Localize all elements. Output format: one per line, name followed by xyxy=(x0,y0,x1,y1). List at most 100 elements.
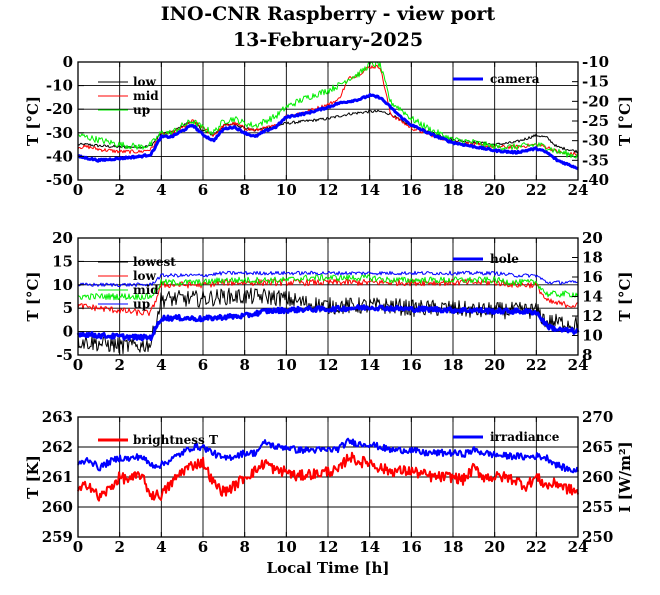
y-right-tick-label: 18 xyxy=(582,249,603,267)
x-tick-label: 20 xyxy=(484,356,505,374)
x-tick-label: 22 xyxy=(526,538,547,556)
x-tick-label: 14 xyxy=(359,538,380,556)
legend-label: mid xyxy=(133,89,159,103)
x-tick-label: 0 xyxy=(73,181,83,199)
y-axis-label-right: T [°C] xyxy=(616,96,634,146)
y-tick-label: 15 xyxy=(52,252,73,270)
legend-label: irradiance xyxy=(490,430,560,444)
series-line-up xyxy=(77,61,579,159)
legend-label: up xyxy=(133,103,150,117)
chart-title: INO-CNR Raspberry - view port xyxy=(161,3,496,25)
y-tick-label: 263 xyxy=(42,408,73,426)
y-right-tick-label: 255 xyxy=(582,498,613,516)
legend-label: lowest xyxy=(133,255,176,269)
x-tick-label: 2 xyxy=(114,538,124,556)
y-axis-label: T [°C] xyxy=(24,96,42,146)
y-tick-label: -40 xyxy=(46,147,73,165)
y-right-tick-label: 8 xyxy=(582,346,592,364)
y-right-tick-label: -30 xyxy=(582,132,609,150)
x-tick-label: 10 xyxy=(276,538,297,556)
x-tick-label: 24 xyxy=(568,538,589,556)
x-tick-label: 14 xyxy=(359,356,380,374)
y-axis-label-right: I [W/m²] xyxy=(616,441,634,512)
y-right-tick-label: 16 xyxy=(582,268,603,286)
series-line-brightness-T xyxy=(77,451,579,502)
y-tick-label: 5 xyxy=(63,299,73,317)
x-tick-label: 22 xyxy=(526,356,547,374)
x-tick-label: 4 xyxy=(156,356,166,374)
x-tick-label: 12 xyxy=(318,181,339,199)
y-right-tick-label: 250 xyxy=(582,528,613,546)
y-tick-label: 0 xyxy=(63,323,73,341)
y-tick-label: 259 xyxy=(42,528,73,546)
y-right-tick-label: -25 xyxy=(582,112,609,130)
y-right-tick-label: 10 xyxy=(582,327,603,345)
series-line-camera xyxy=(77,93,579,171)
chart-panel-2: 0 2 4 6 8 10 12 14 16 18 20 22 24-505101520810121416… xyxy=(24,229,634,374)
y-axis-label: T [K] xyxy=(24,455,42,499)
x-tick-label: 22 xyxy=(526,181,547,199)
x-tick-label: 20 xyxy=(484,538,505,556)
plots-group: 0 2 4 6 8 10 12 14 16 18 20 22 24-50-40-30-20-100-40… xyxy=(24,53,634,556)
x-tick-label: 6 xyxy=(198,356,208,374)
x-tick-label: 14 xyxy=(359,181,380,199)
x-tick-label: 24 xyxy=(568,356,589,374)
y-tick-label: 260 xyxy=(42,498,73,516)
legend-label: low xyxy=(133,75,157,89)
y-tick-label: -10 xyxy=(46,77,73,95)
x-tick-label: 18 xyxy=(443,356,464,374)
y-tick-label: -5 xyxy=(56,346,73,364)
y-tick-label: 20 xyxy=(52,229,73,247)
series-line-irradiance xyxy=(77,437,579,474)
legend-label: mid xyxy=(133,283,159,297)
legend-label: low xyxy=(133,269,157,283)
y-tick-label: 262 xyxy=(42,438,73,456)
x-tick-label: 0 xyxy=(73,538,83,556)
x-tick-label: 2 xyxy=(114,356,124,374)
x-tick-label: 6 xyxy=(198,538,208,556)
x-tick-label: 8 xyxy=(239,181,249,199)
x-tick-label: 12 xyxy=(318,356,339,374)
y-right-tick-label: 20 xyxy=(582,229,603,247)
y-right-tick-label: 270 xyxy=(582,408,613,426)
legend-label: brightness T xyxy=(133,433,218,447)
x-tick-label: 2 xyxy=(114,181,124,199)
y-right-tick-label: 260 xyxy=(582,468,613,486)
y-tick-label: 10 xyxy=(52,276,73,294)
x-tick-label: 18 xyxy=(443,181,464,199)
x-tick-label: 24 xyxy=(568,181,589,199)
y-right-tick-label: -15 xyxy=(582,73,609,91)
x-tick-label: 12 xyxy=(318,538,339,556)
series-line-up xyxy=(77,270,579,288)
y-tick-label: -30 xyxy=(46,124,73,142)
y-tick-label: -20 xyxy=(46,100,73,118)
x-tick-label: 16 xyxy=(401,356,422,374)
x-tick-label: 16 xyxy=(401,538,422,556)
legend-label: up xyxy=(133,297,150,311)
x-axis-label: Local Time [h] xyxy=(267,559,390,577)
x-tick-label: 0 xyxy=(73,356,83,374)
x-tick-label: 4 xyxy=(156,538,166,556)
y-right-tick-label: -20 xyxy=(582,92,609,110)
y-right-tick-label: -40 xyxy=(582,171,609,189)
x-tick-label: 20 xyxy=(484,181,505,199)
legend-label: camera xyxy=(490,72,540,86)
chart-subtitle: 13-February-2025 xyxy=(233,29,423,51)
x-tick-label: 18 xyxy=(443,538,464,556)
y-axis-label: T [°C] xyxy=(24,271,42,321)
x-tick-label: 10 xyxy=(276,181,297,199)
y-axis-label-right: T [°C] xyxy=(616,271,634,321)
legend-label: hole xyxy=(490,252,519,266)
series-line-mid xyxy=(77,274,579,301)
y-tick-label: 261 xyxy=(42,468,73,486)
x-tick-label: 16 xyxy=(401,181,422,199)
y-right-tick-label: 265 xyxy=(582,438,613,456)
chart-panel-3: 0 2 4 6 8 10 12 14 16 18 20 22 242592602612622632502… xyxy=(24,408,634,556)
x-tick-label: 4 xyxy=(156,181,166,199)
y-right-tick-label: 12 xyxy=(582,307,603,325)
y-right-tick-label: -10 xyxy=(582,53,609,71)
series-line-lowest xyxy=(77,287,579,355)
chart-panel-1: 0 2 4 6 8 10 12 14 16 18 20 22 24-50-40-30-20-100-40… xyxy=(24,53,634,199)
x-tick-label: 8 xyxy=(239,538,249,556)
